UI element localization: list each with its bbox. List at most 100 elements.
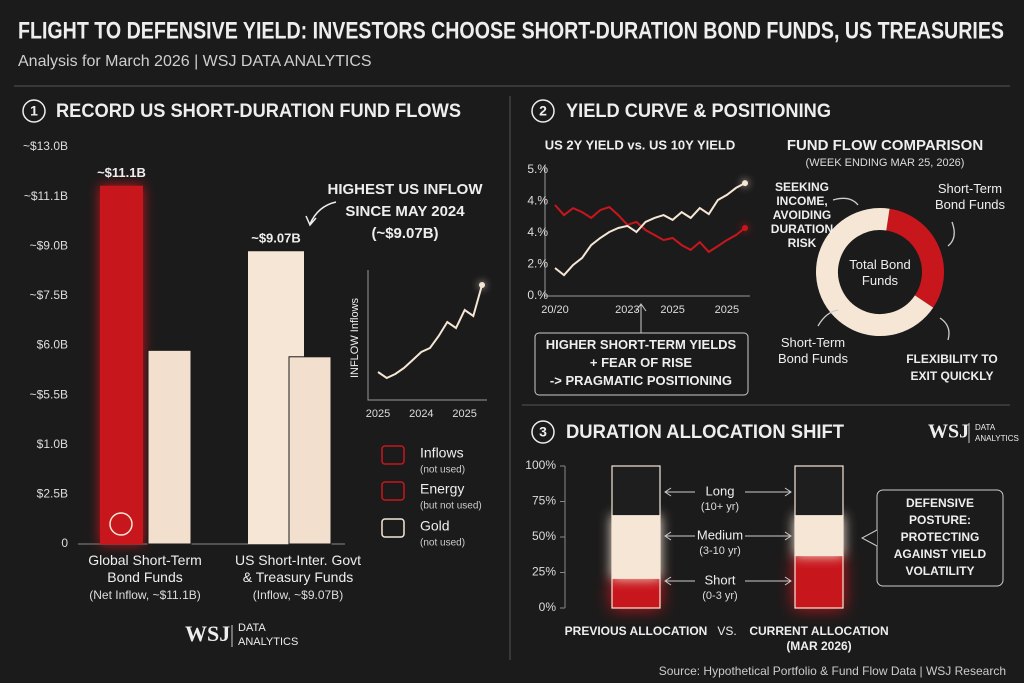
bar-segment — [794, 465, 844, 517]
logo-text: DATA ANALYTICS — [975, 423, 1019, 443]
legend-note: (but not used) — [420, 501, 482, 512]
bar-segment — [611, 577, 661, 609]
chart-title: FUND FLOW COMPARISON — [787, 137, 983, 154]
y-tick-label: 75% — [532, 494, 556, 508]
segment-label: Short-Term Bond Funds — [778, 335, 849, 366]
line — [377, 284, 483, 380]
legend-icon — [381, 518, 405, 538]
bar — [147, 349, 192, 545]
x-tick-label: 2025 — [366, 408, 390, 420]
y-tick-label: ~$11.1B — [24, 189, 68, 203]
annotation-arrow — [635, 303, 647, 333]
legend-arrow — [664, 576, 792, 586]
x-tick-label: CURRENT ALLOCATION (MAR 2026) — [749, 624, 888, 653]
panel-badge — [531, 99, 555, 123]
y-tick-label: 0.% — [527, 288, 548, 302]
x-tick-label: 2025 — [452, 408, 476, 420]
panel-badge — [22, 99, 46, 123]
y-tick-label: 4.% — [527, 225, 548, 239]
axes — [544, 165, 750, 297]
y-tick-label: ~$7.5B — [30, 288, 68, 302]
legend-note: (not used) — [420, 465, 465, 476]
axes — [367, 270, 487, 401]
annotation: HIGHER SHORT-TERM YIELDS + FEAR OF RISE ->… — [546, 337, 737, 388]
money-icon — [109, 512, 133, 536]
x-tick-label: 2025 — [715, 304, 739, 316]
category-note: (Net Inflow, ~$11.1B) — [89, 588, 201, 602]
y-tick-label: 2.% — [527, 257, 548, 271]
legend-label: Inflows — [420, 445, 464, 461]
legend-icon — [381, 481, 405, 501]
panel-number: 1 — [30, 103, 38, 119]
x-tick-label: Global Short-Term Bond Funds — [88, 552, 202, 585]
logo-text: DATA ANALYTICS — [238, 622, 298, 648]
bar — [288, 356, 332, 545]
line — [554, 182, 746, 277]
annotation: HIGHEST US INFLOW SINCE MAY 2024 (~$9.07B) — [328, 181, 484, 242]
y-tick-label: ~$13.0B — [23, 139, 68, 153]
x-tick-label: 20/20 — [541, 304, 569, 316]
legend-arrow — [664, 531, 792, 541]
end-dot — [742, 224, 748, 231]
bar-segment — [611, 465, 661, 517]
x-tick-label: 2025 — [660, 304, 684, 316]
value-label: ~$9.07B — [251, 231, 301, 246]
donut-segment — [885, 208, 944, 308]
callout: DEFENSIVE POSTURE: PROTECTING AGAINST YIELD… — [894, 496, 987, 578]
annotation: SEEKING INCOME, AVOIDING DURATION RISK — [771, 180, 833, 250]
y-axis-label: INFLOW Inflows — [349, 297, 361, 378]
panel-number: 3 — [539, 424, 547, 440]
bar-segment — [794, 554, 844, 609]
y-tick-label: $6.0B — [37, 338, 68, 352]
y-tick-label: $1.0B — [37, 437, 68, 451]
panel-title: DURATION ALLOCATION SHIFT — [566, 422, 844, 443]
x-tick-label: 2024 — [409, 408, 433, 420]
bar-segment — [611, 515, 661, 579]
panel-badge — [531, 420, 555, 444]
center-label: Total Bond Funds — [849, 257, 910, 288]
legend-icon — [381, 445, 405, 465]
y-tick-label: $2.5B — [37, 487, 68, 501]
y-tick-label: 5.% — [527, 162, 548, 176]
line — [554, 204, 746, 254]
end-dot — [742, 180, 748, 187]
y-tick-label: ~$9.0B — [30, 238, 68, 252]
chart-title: US 2Y YIELD vs. US 10Y YIELD — [545, 137, 736, 152]
y-tick-label: 0 — [61, 536, 68, 550]
panel-title: RECORD US SHORT-DURATION FUND FLOWS — [56, 101, 461, 122]
legend-arrow — [664, 487, 792, 497]
legend-label: Gold — [420, 518, 450, 534]
legend-label: Long — [706, 483, 735, 498]
page-title: FLIGHT TO DEFENSIVE YIELD: INVESTORS CHO… — [18, 17, 1004, 44]
category-note: (Inflow, ~$9.07B) — [253, 588, 343, 602]
source: Source: Hypothetical Portfolio & Fund Fl… — [659, 664, 1006, 678]
legend-label: Short — [704, 572, 735, 587]
bar — [100, 185, 143, 545]
y-tick-label: 0% — [539, 600, 557, 614]
y-tick-label: 4.% — [527, 194, 548, 208]
legend-note: (3-10 yr) — [699, 545, 741, 557]
annotation: FLEXIBILITY TO EXIT QUICKLY — [906, 352, 998, 383]
logo-brand: WSJ — [185, 621, 230, 646]
y-tick-label: 100% — [525, 458, 556, 472]
segment-label: Short-Term Bond Funds — [935, 181, 1006, 212]
panel-number: 2 — [539, 103, 547, 119]
legend-label: Energy — [420, 481, 464, 497]
logo-brand: WSJ — [928, 421, 969, 443]
x-tick-label: 2023 — [615, 304, 639, 316]
separator: VS. — [717, 624, 736, 638]
chart-subtitle: (WEEK ENDING MAR 25, 2026) — [806, 157, 965, 169]
callout-pointer — [860, 529, 878, 547]
x-tick-label: PREVIOUS ALLOCATION — [565, 624, 708, 638]
value-label: ~$11.1B — [97, 165, 146, 180]
legend-label: Medium — [697, 527, 743, 542]
y-tick-label: 25% — [532, 565, 556, 579]
panel-title: YIELD CURVE & POSITIONING — [566, 101, 831, 122]
bar-segment — [794, 515, 844, 557]
y-tick-label: ~$5.5B — [30, 387, 68, 401]
end-dot — [479, 282, 485, 288]
legend-note: (not used) — [420, 538, 465, 549]
x-tick-label: US Short-Inter. Govt & Treasury Funds — [235, 552, 361, 585]
